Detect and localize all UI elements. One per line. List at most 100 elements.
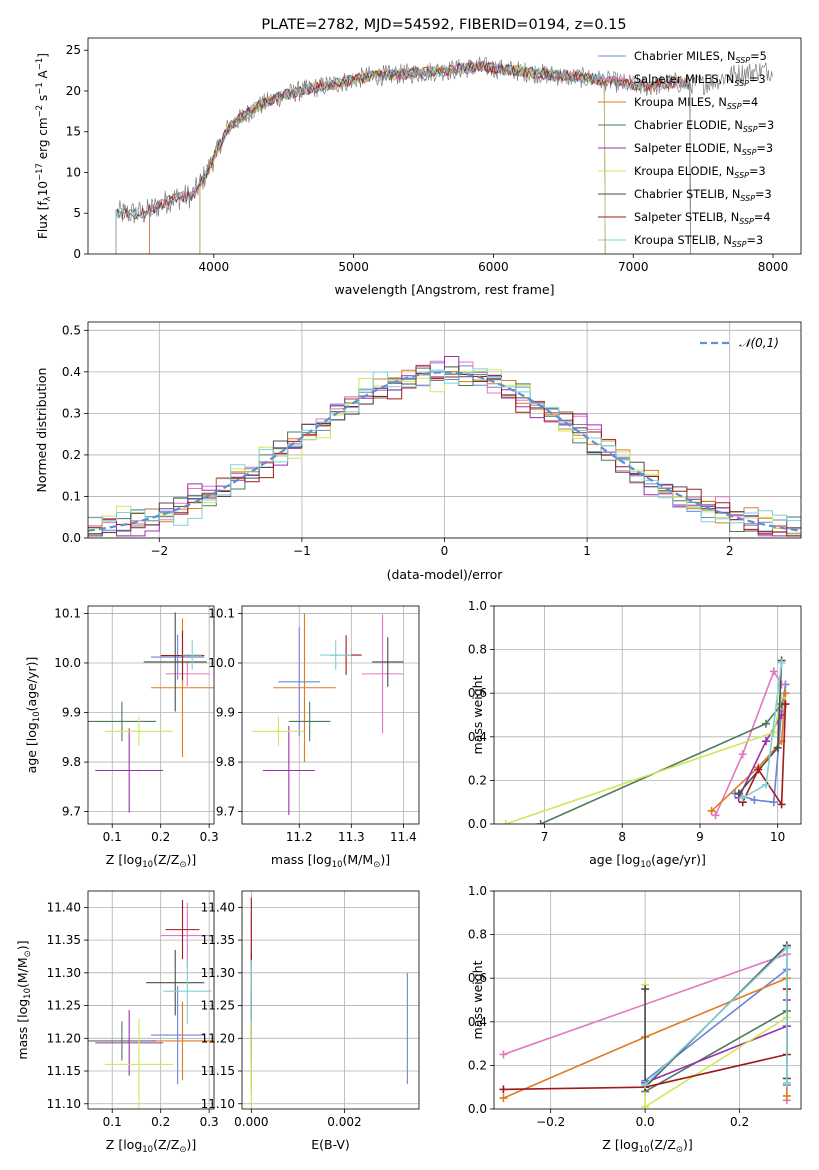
axes-frame [493, 605, 802, 825]
x-axis-label-part: 10 [640, 860, 651, 870]
y-axis-label-part: (age/yr)] [24, 657, 39, 712]
legend-label-sub: SSP [743, 125, 758, 134]
y-tick-label: 11.35 [47, 933, 81, 947]
legend-label-value: =3 [746, 234, 763, 247]
plot-area [242, 891, 419, 1109]
y-axis-label-part: −1 [35, 58, 45, 71]
legend-label: Salpeter ELODIE, NSSP=3 [634, 142, 773, 157]
mass-weight-point [781, 689, 790, 698]
x-axis-label-part: (M/M [343, 852, 374, 867]
plot-area [494, 891, 801, 1109]
x-axis-label: Z [log10(Z/Z⊙)] [602, 1137, 692, 1155]
y-tick-label: 9.7 [62, 805, 81, 819]
legend-label: Kroupa ELODIE, NSSP=3 [634, 165, 766, 180]
y-tick-label: 0 [73, 247, 81, 261]
x-tick-label: 8000 [758, 260, 789, 274]
plot-area [88, 606, 214, 824]
y-tick-label: 0.4 [468, 1015, 487, 1029]
legend-label-main: Kroupa ELODIE, N [634, 165, 734, 178]
x-tick-label: 11.3 [338, 830, 365, 844]
x-tick-label: 0.2 [151, 830, 170, 844]
legend-label-value: =3 [749, 73, 766, 86]
mass-weight-series-line [644, 945, 788, 1086]
x-axis-label: wavelength [Angstrom, rest frame] [334, 282, 554, 297]
axes-frame [87, 37, 802, 255]
mass-weight-point [782, 1091, 791, 1100]
x-axis-label-part: (Z/Z [153, 1137, 179, 1152]
axes-frame [87, 890, 215, 1110]
y-tick-label: 5 [73, 206, 81, 220]
mass-weight-point [734, 789, 743, 798]
y-tick-label: 0.2 [468, 1058, 487, 1072]
y-tick-label: 0.6 [468, 971, 487, 985]
y-tick-label: 9.7 [216, 805, 235, 819]
x-tick-label: 0.002 [327, 1115, 361, 1129]
y-axis-label: Flux [fλ10−17 erg cm−2 s−1 A−1] [35, 53, 53, 239]
mass-weight-point [711, 811, 720, 820]
axes-frame [241, 890, 420, 1110]
legend-label: Chabrier STELIB, NSSP=3 [634, 188, 772, 203]
x-tick-label: 11.4 [390, 830, 417, 844]
x-tick-label: −0.2 [536, 1115, 565, 1129]
mass-weight-series-line [741, 704, 787, 807]
mass-weight-point [781, 700, 790, 709]
legend-label-sub: SSP [732, 240, 747, 249]
y-tick-label: 15 [66, 125, 81, 139]
y-tick-label: 1.0 [468, 884, 487, 898]
x-axis-label: mass [log10(M/M⊙)] [271, 852, 390, 870]
x-axis-label-part: 10 [332, 860, 343, 870]
y-axis-label-part: −2 [35, 105, 45, 118]
plot-area [115, 56, 773, 254]
x-tick-label: 0.3 [200, 1115, 219, 1129]
y-tick-label: 9.8 [216, 755, 235, 769]
legend-label-value: =4 [742, 96, 759, 109]
x-axis-label-part: mass [log [271, 852, 332, 867]
y-axis-label-part: A [36, 69, 50, 82]
legend-label-main: Salpeter STELIB, N [634, 211, 739, 224]
mass-weight-point [773, 743, 782, 752]
chart-residuals: −2 −1 0 1 2 0.0 0.1 0.2 0.3 0.4 0.5 𝒩(0,1) (data-mod… [34, 321, 802, 582]
y-tick-label: 0.8 [468, 643, 487, 657]
y-axis-label: mass weight [470, 675, 485, 754]
model-spectrum-line [149, 61, 691, 254]
x-axis-label: E(B-V) [311, 1137, 350, 1152]
x-axis-label-part: (Z/Z [650, 1137, 676, 1152]
y-tick-label: 0.1 [62, 489, 81, 503]
y-axis-label-part: )] [15, 940, 30, 950]
y-axis-label-part: ⊙ [23, 950, 33, 957]
mass-weight-point [641, 1081, 650, 1090]
y-tick-label: 9.9 [216, 706, 235, 720]
y-axis-label-part: (M/M [15, 957, 30, 988]
legend-label-value: =3 [756, 142, 773, 155]
y-tick-label: 11.25 [201, 999, 235, 1013]
mass-weight-point [777, 658, 786, 667]
legend-label-value: =3 [755, 188, 772, 201]
y-tick-label: 11.40 [201, 900, 235, 914]
y-tick-label: 10.1 [208, 606, 235, 620]
plot-area [494, 606, 801, 824]
mass-weight-series-line [644, 984, 788, 1109]
chart-age_vs_Z: 0.1 0.2 0.39.79.89.910.010.1Z [log10(Z/Z⊙)… [24, 605, 219, 870]
legend-label-value: =5 [750, 50, 767, 63]
x-axis-label-part: ⊙ [179, 1145, 186, 1155]
x-tick-label: 7 [541, 830, 549, 844]
y-axis-label: age [log10(age/yr)] [24, 657, 42, 774]
y-tick-label: 0.2 [468, 773, 487, 787]
model-spectrum-line [199, 60, 606, 254]
y-tick-label: 11.10 [47, 1097, 81, 1111]
y-tick-label: 10.1 [54, 606, 81, 620]
legend-label-value: =3 [758, 119, 775, 132]
legend-label: 𝒩(0,1) [739, 336, 779, 350]
x-tick-label: 2 [726, 544, 734, 558]
mass-weight-point [777, 693, 786, 702]
axes-frame [241, 605, 420, 825]
x-tick-label: 7000 [618, 260, 649, 274]
model-spectrum-line [199, 61, 606, 254]
x-tick-label: 11.2 [286, 830, 313, 844]
mass-weight-point [769, 798, 778, 807]
legend-label-main: Chabrier STELIB, N [634, 188, 740, 201]
y-axis-label-part: 10 [23, 988, 33, 999]
